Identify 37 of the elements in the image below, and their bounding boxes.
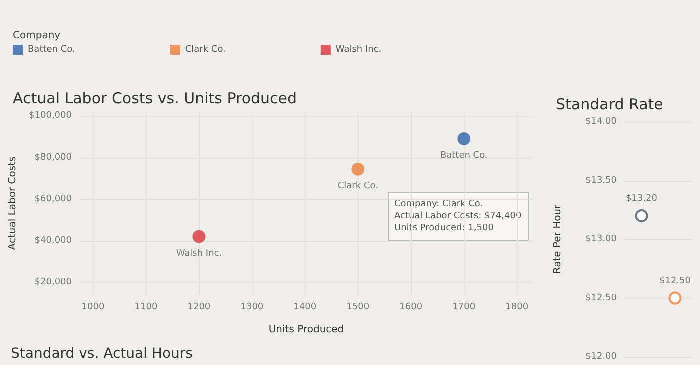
chart-title: Standard Rate <box>556 96 664 114</box>
x-tick-label: 1300 <box>240 302 264 312</box>
x-axis-title: Units Produced <box>268 324 344 336</box>
legend-label: Clark Co. <box>185 45 226 55</box>
chart-title: Actual Labor Costs vs. Units Produced <box>13 90 298 108</box>
x-tick-label: 1500 <box>346 302 370 312</box>
y-tick-label: $40,000 <box>34 236 72 246</box>
y-axis-title: Actual Labor Costs <box>8 156 18 250</box>
x-tick-label: 1600 <box>400 302 423 312</box>
y-tick-label: $60,000 <box>34 194 72 204</box>
y-tick-label: $20,000 <box>34 278 72 288</box>
point <box>352 162 365 176</box>
data-label: $13.20 <box>626 194 658 204</box>
y-axis-title: Rate Per Hour <box>552 204 564 274</box>
x-tick-label: 1000 <box>82 302 105 312</box>
y-tick-label: $13.00 <box>586 234 618 244</box>
x-tick-label: 1100 <box>134 302 158 312</box>
y-tick-label: $80,000 <box>34 152 72 163</box>
text: Clark Co. <box>338 181 378 192</box>
legend-label: Walsh Inc. <box>336 45 382 55</box>
x-tick-label: 1200 <box>188 302 211 312</box>
data-label: $12.50 <box>660 276 692 286</box>
legend-title: Company <box>13 30 61 42</box>
point <box>458 132 471 146</box>
text: Walsh Inc. <box>176 248 222 259</box>
point <box>192 230 206 244</box>
y-tick-label: $12.00 <box>586 352 618 362</box>
y-tick-label: $14.00 <box>586 117 618 127</box>
text: Standard vs. Actual Hours <box>11 346 193 362</box>
x-tick-label: 1400 <box>294 302 317 312</box>
y-tick-label: $100,000 <box>29 111 72 122</box>
y-tick-label: $13.50 <box>586 176 618 186</box>
text: Batten Co. <box>440 151 488 162</box>
x-tick-label: 1800 <box>506 302 529 312</box>
legend-label: Batten Co. <box>28 45 76 55</box>
x-tick-label: 1700 <box>452 302 476 312</box>
y-tick-label: $12.50 <box>586 293 618 304</box>
